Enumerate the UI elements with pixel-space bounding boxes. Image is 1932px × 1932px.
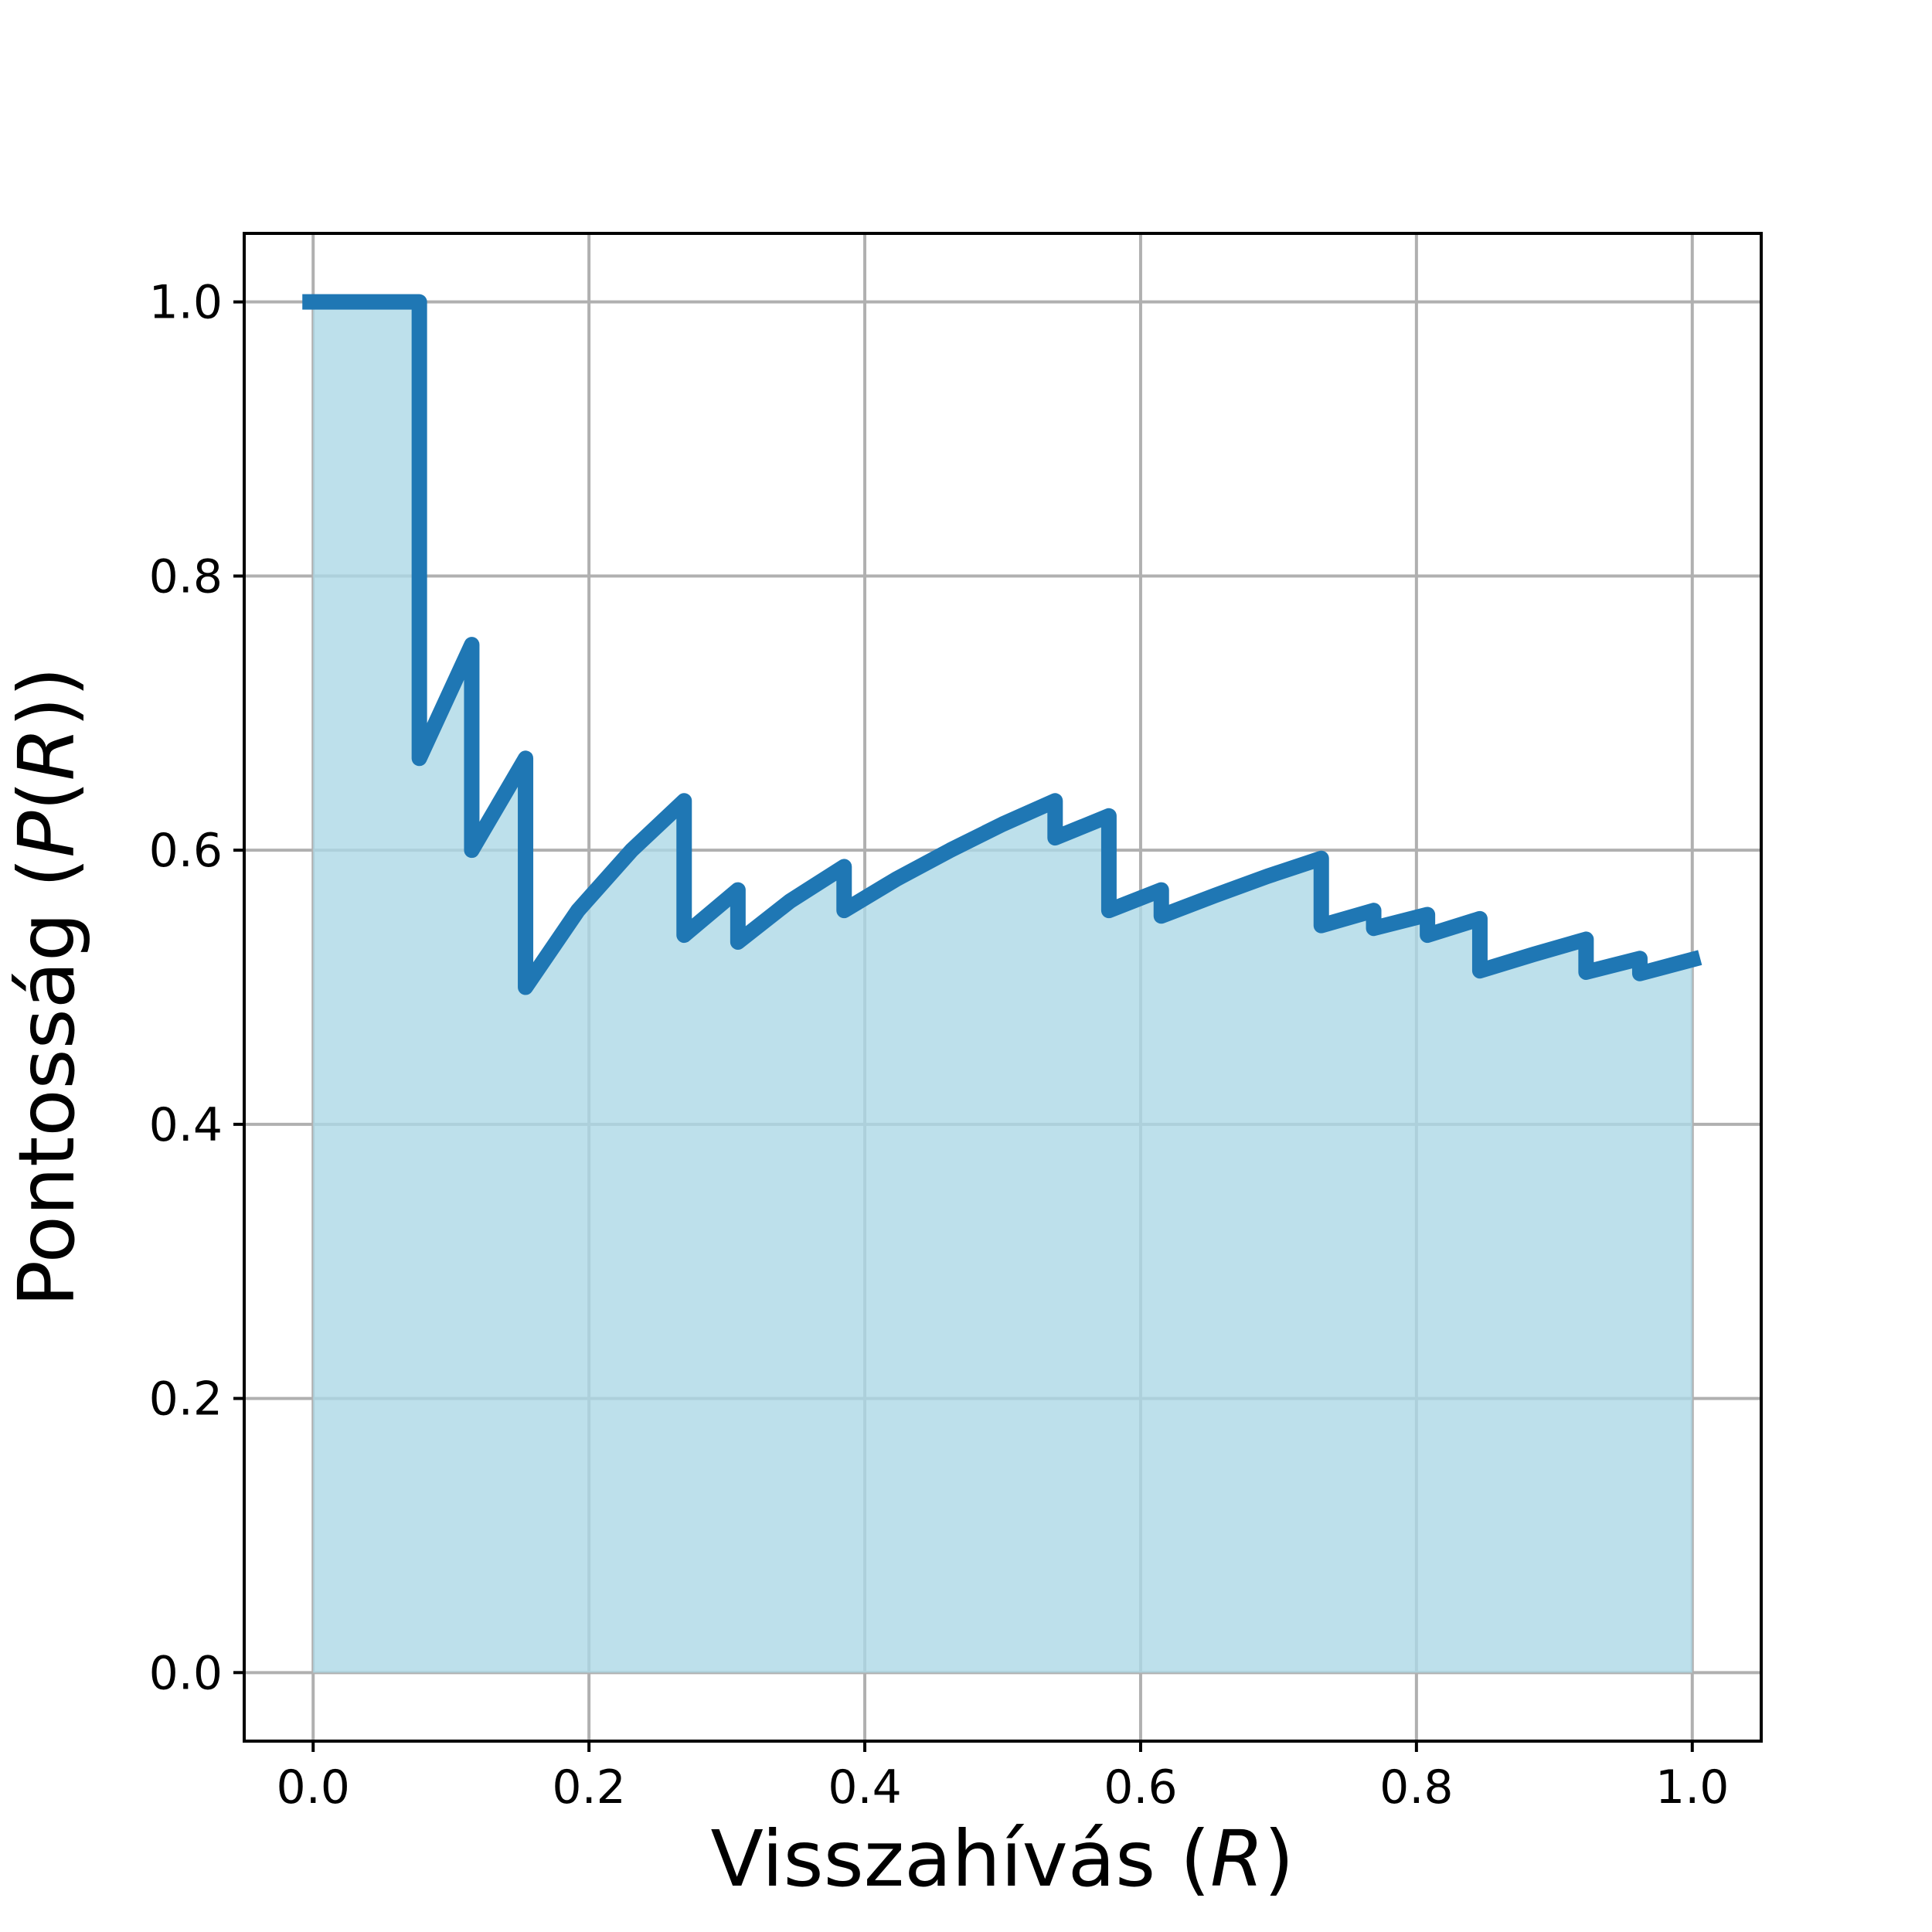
area-under-curve bbox=[313, 301, 1692, 1673]
y-tick-label: 0.0 bbox=[149, 1646, 223, 1700]
y-tick-label: 0.4 bbox=[149, 1098, 223, 1152]
x-tick-label: 0.2 bbox=[552, 1760, 625, 1815]
x-tick-label: 1.0 bbox=[1655, 1760, 1729, 1815]
axis-ticks: 0.0 0.2 0.4 0.6 0.8 1.0 0.0 0.2 0.4 0.6 0.8 1.0 bbox=[149, 276, 1730, 1815]
y-tick-label: 1.0 bbox=[149, 276, 223, 330]
x-axis-title: Visszahívás (R) bbox=[711, 1814, 1294, 1904]
y-tick-label: 0.8 bbox=[149, 549, 223, 604]
precision-recall-line bbox=[302, 294, 1702, 995]
x-tick-label: 0.6 bbox=[1104, 1760, 1177, 1815]
plot-frame bbox=[243, 232, 1763, 1743]
y-axis-title: Pontosság (P(R)) bbox=[2, 667, 92, 1307]
x-tick-label: 0.8 bbox=[1379, 1760, 1453, 1815]
y-tick-label: 0.2 bbox=[149, 1372, 223, 1427]
x-tick-label: 0.0 bbox=[277, 1760, 350, 1815]
x-tick-label: 0.4 bbox=[828, 1760, 901, 1815]
y-tick-label: 0.6 bbox=[149, 824, 223, 878]
